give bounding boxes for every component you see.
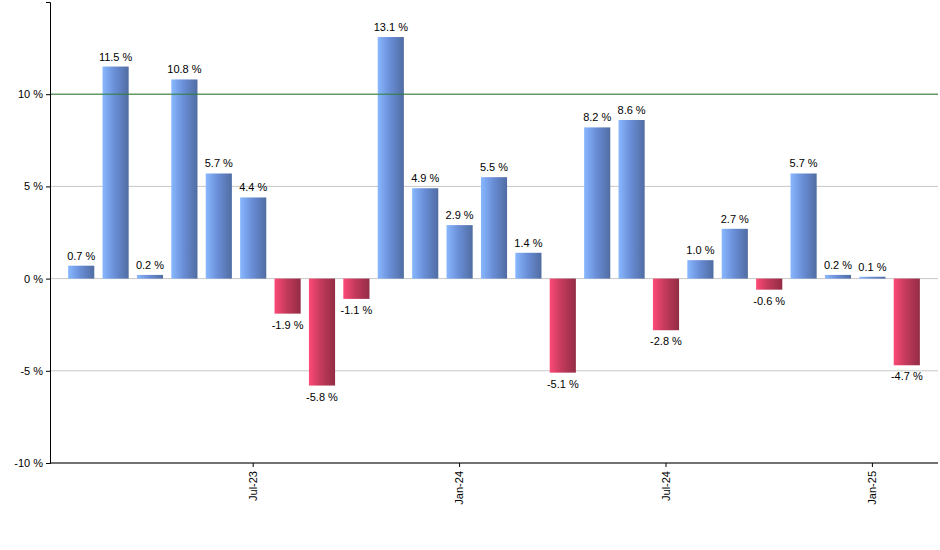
bar [584,127,610,278]
data-label: -1.9 % [272,319,304,331]
data-label: -2.8 % [650,335,682,347]
x-tick: Jul-24 [660,463,672,501]
bar [859,277,885,279]
bar [240,197,266,278]
y-tick: 10 % [18,88,50,100]
data-label: 0.2 % [824,259,852,271]
y-axis-line [46,3,51,464]
bar [103,67,129,279]
x-axis-line [50,463,938,464]
x-tick-label: Jan-25 [866,471,878,505]
x-tick-mark [872,463,873,467]
reference-line [50,94,938,95]
bar [481,177,507,278]
data-label: 13.1 % [374,21,408,33]
data-label: 0.7 % [67,250,95,262]
data-label: 0.2 % [136,259,164,271]
bar [206,173,232,278]
data-label: 0.1 % [858,261,886,273]
x-tick-mark [253,463,254,467]
plot-area [50,37,938,386]
data-label: 10.8 % [167,63,201,75]
data-label: -1.1 % [341,304,373,316]
x-tick-mark [666,463,667,467]
y-tick-label: 10 % [18,88,43,100]
y-tick-label: -5 % [20,365,43,377]
data-label: 1.4 % [514,237,542,249]
y-tick-mark [46,279,50,280]
y-tick: -10 % [14,457,50,469]
bar [137,275,163,279]
x-tick: Jan-25 [866,463,878,505]
data-label: 8.6 % [618,104,646,116]
bar [825,275,851,279]
chart: -10 % -5 % 0 % 5 % 10 % Jul-23 Jan-24 Jul-24 Jan… [0,0,940,550]
data-label: 8.2 % [583,111,611,123]
y-tick-mark [46,371,50,372]
bar [619,120,645,279]
data-label: 5.7 % [790,157,818,169]
y-tick-mark [46,463,50,464]
bar [756,279,782,290]
data-label: 5.5 % [480,161,508,173]
bar [515,253,541,279]
grid-line [50,94,938,95]
bar [378,37,404,279]
data-label: -4.7 % [891,370,923,382]
data-label: -5.8 % [306,391,338,403]
bar [447,225,473,278]
x-tick-mark [459,463,460,467]
grid-line [50,463,938,464]
bar [722,229,748,279]
bar [791,173,817,278]
bar [309,279,335,386]
y-tick: -5 % [20,365,50,377]
x-tick-label: Jul-24 [660,471,672,501]
bar [550,279,576,373]
y-tick-label: 5 % [24,180,43,192]
grid-line [50,370,938,371]
bar [343,279,369,299]
data-label: 4.4 % [239,181,267,193]
y-axis: -10 % -5 % 0 % 5 % 10 % [14,3,50,470]
bar [171,79,197,278]
y-tick-mark [46,94,50,95]
bar [412,188,438,278]
data-label: 2.7 % [721,213,749,225]
data-label: 2.9 % [446,209,474,221]
data-label: 5.7 % [205,157,233,169]
y-tick-label: -10 % [14,457,43,469]
y-tick: 0 % [24,273,50,285]
x-axis: Jul-23 Jan-24 Jul-24 Jan-25 [50,463,938,505]
data-label: -5.1 % [547,378,579,390]
bar [275,279,301,314]
bar [894,279,920,366]
y-tick-mark [46,186,50,187]
y-tick: 5 % [24,180,50,192]
data-label: -0.6 % [753,295,785,307]
x-tick-label: Jul-23 [247,471,259,501]
bar [653,279,679,331]
y-tick-label: 0 % [24,273,43,285]
data-label: 11.5 % [99,51,133,63]
x-tick: Jan-24 [453,463,465,505]
x-tick: Jul-23 [247,463,259,501]
data-label: 4.9 % [411,172,439,184]
x-tick-label: Jan-24 [453,471,465,505]
data-label: 1.0 % [686,244,714,256]
bar [687,260,713,278]
data-labels: 0.7 % 11.5 % 0.2 % 10.8 % 5.7 % 4.4 % -1.9 % -5… [67,21,923,403]
bar [68,266,94,279]
